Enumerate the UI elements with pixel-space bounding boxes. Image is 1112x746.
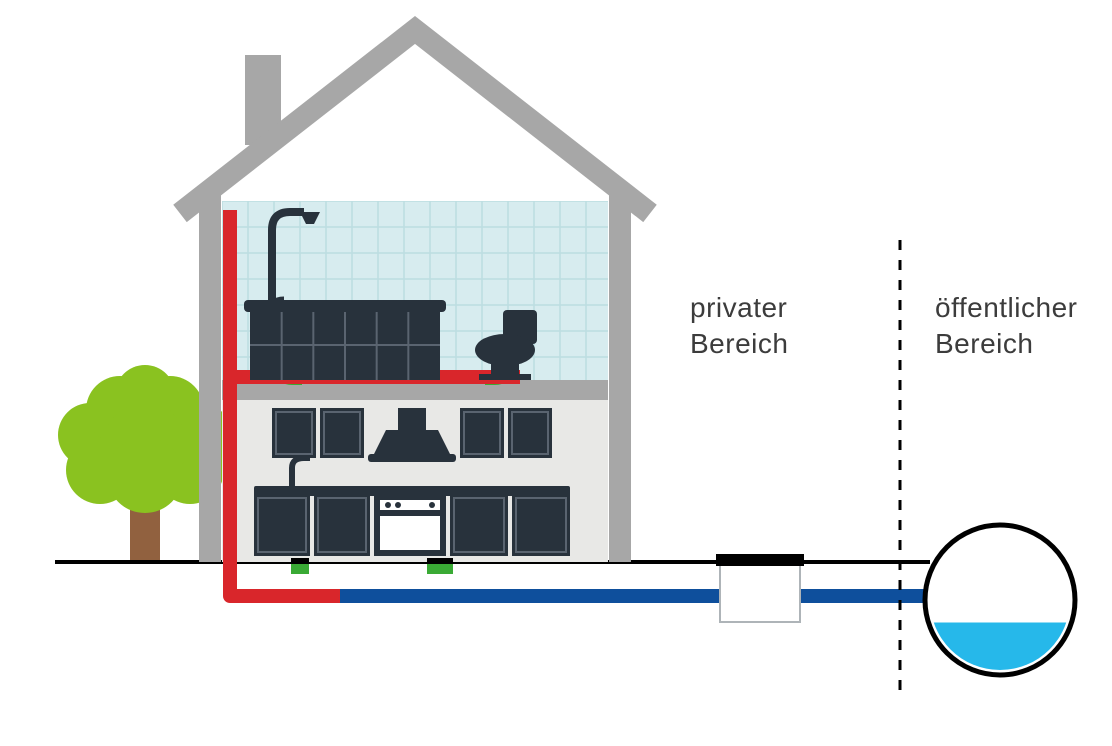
label-public-line1: öffentlicher xyxy=(935,292,1077,323)
diagram-stage: privater Bereich öffentlicher Bereich xyxy=(0,0,1112,746)
house-drainage-diagram xyxy=(0,0,1112,746)
label-public-area: öffentlicher Bereich xyxy=(935,290,1077,363)
public-sewer-main xyxy=(925,525,1075,675)
label-private-line2: Bereich xyxy=(690,328,788,359)
label-private-line1: privater xyxy=(690,292,787,323)
label-public-line2: Bereich xyxy=(935,328,1033,359)
inspection-chamber xyxy=(716,554,804,622)
label-private-area: privater Bereich xyxy=(690,290,788,363)
